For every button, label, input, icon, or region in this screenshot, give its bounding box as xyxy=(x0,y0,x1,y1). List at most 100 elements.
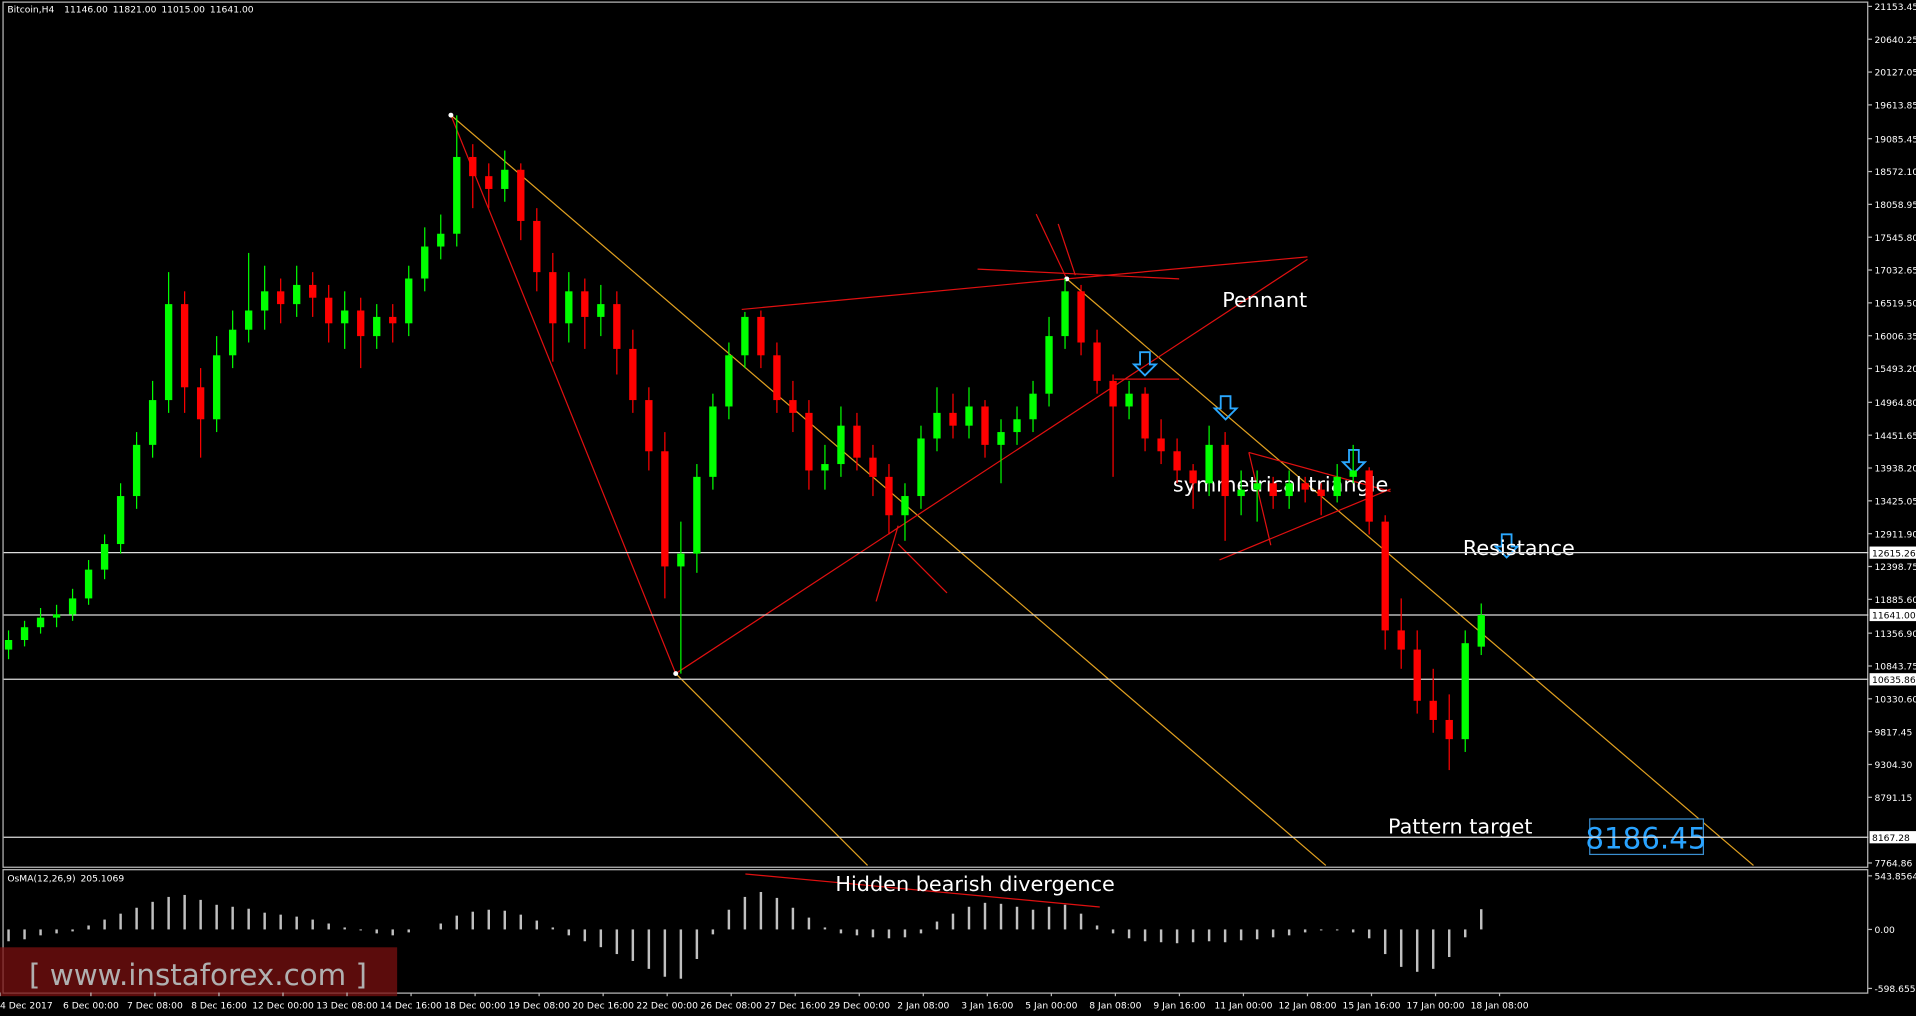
candle-body xyxy=(869,457,877,477)
osc-bar xyxy=(599,929,603,948)
osc-bar xyxy=(871,929,875,938)
y-tick-label: 12398.75 xyxy=(1874,562,1916,573)
h-line-label: 10635.86 xyxy=(1872,675,1916,686)
osc-bar xyxy=(535,920,539,930)
candle-body xyxy=(965,406,973,426)
osc-bar xyxy=(1239,929,1243,941)
osc-bar xyxy=(567,929,571,936)
candle-body xyxy=(293,284,301,305)
x-tick-label: 4 Dec 2017 xyxy=(0,1000,53,1011)
candle-body xyxy=(1205,444,1213,484)
osc-y-tick-label: 543.8564 xyxy=(1874,872,1916,883)
h-line-label-box xyxy=(1869,546,1916,559)
trend-line xyxy=(1219,488,1391,561)
osc-bar xyxy=(1095,925,1099,930)
ohlc-open: 11146.00 xyxy=(64,5,108,16)
candle-body xyxy=(1061,291,1069,337)
arrow-down xyxy=(1493,533,1520,559)
candle-body xyxy=(533,220,541,273)
candle-body xyxy=(325,297,333,324)
osc-bar xyxy=(919,929,923,934)
candle-body xyxy=(1269,483,1277,497)
osc-y-tick-label: -598.6558 xyxy=(1874,984,1916,995)
trend-line xyxy=(675,258,1308,675)
y-tick-label: 10330.60 xyxy=(1874,694,1916,705)
candle-body xyxy=(821,464,829,471)
candle-body xyxy=(1157,438,1165,452)
osc-bar xyxy=(87,925,90,930)
candle-body xyxy=(1221,444,1229,497)
candle-body xyxy=(1397,630,1405,650)
candle-body xyxy=(645,400,653,452)
osc-bar xyxy=(1351,929,1355,933)
osc-bar xyxy=(807,917,811,930)
osc-bar xyxy=(855,929,859,936)
candle-body xyxy=(437,233,445,247)
candle-body xyxy=(933,412,941,439)
trend-line xyxy=(977,268,1180,280)
ohlc-low: 11015.00 xyxy=(161,5,205,16)
osc-bar xyxy=(1303,929,1307,933)
candle-body xyxy=(1189,470,1197,484)
candle-body xyxy=(549,272,557,324)
x-tick-label: 14 Dec 16:00 xyxy=(380,1000,442,1011)
candle-body xyxy=(741,316,749,356)
candle-body xyxy=(757,316,765,356)
candle-body xyxy=(1093,342,1101,381)
y-tick-label: 12911.90 xyxy=(1874,529,1916,540)
candle-body xyxy=(1125,393,1133,407)
osc-bar xyxy=(263,912,266,930)
x-tick-label: 17 Jan 00:00 xyxy=(1407,1000,1465,1011)
osc-bar xyxy=(1015,906,1019,930)
candle-body xyxy=(341,310,349,324)
candle-body xyxy=(228,329,237,356)
x-tick-label: 8 Jan 08:00 xyxy=(1089,1000,1141,1011)
y-tick-label: 13425.05 xyxy=(1874,497,1916,508)
osc-y-tick-label: 0.00 xyxy=(1874,925,1895,936)
osc-bar xyxy=(391,929,394,936)
candle-body xyxy=(52,614,61,618)
x-tick-label: 29 Dec 00:00 xyxy=(828,1000,890,1011)
trend-line xyxy=(875,525,899,602)
x-tick-label: 13 Dec 08:00 xyxy=(316,1000,378,1011)
candle-body xyxy=(4,639,13,650)
y-tick-label: 16006.35 xyxy=(1874,331,1916,342)
osc-bar xyxy=(1175,929,1179,944)
x-tick-label: 11 Jan 00:00 xyxy=(1214,1000,1272,1011)
x-tick-label: 20 Dec 16:00 xyxy=(572,1000,634,1011)
x-tick-label: 19 Dec 08:00 xyxy=(508,1000,570,1011)
candle-body xyxy=(1077,291,1085,343)
x-tick-label: 12 Jan 08:00 xyxy=(1278,1000,1336,1011)
candle-body xyxy=(1301,483,1309,490)
y-tick-label: 13938.20 xyxy=(1874,464,1916,475)
osc-bar xyxy=(439,923,442,930)
osc-bar xyxy=(327,923,330,930)
candle-body xyxy=(84,569,93,599)
osc-bar xyxy=(471,911,474,930)
divergence-line xyxy=(745,873,1100,908)
watermark-box xyxy=(0,947,398,997)
osc-bar xyxy=(135,907,138,930)
osc-bar xyxy=(583,929,587,942)
osc-bar xyxy=(1143,929,1147,942)
candle-body xyxy=(885,476,893,516)
y-tick-label: 17545.80 xyxy=(1874,233,1916,244)
osc-bar xyxy=(679,929,683,979)
candle-body xyxy=(789,400,797,413)
anchor xyxy=(448,112,454,118)
osc-bar xyxy=(823,927,827,930)
y-tick-label: 18058.95 xyxy=(1874,200,1916,211)
candle-body xyxy=(212,355,221,420)
y-tick-label: 21153.45 xyxy=(1874,2,1916,13)
y-tick-label: 11885.60 xyxy=(1874,595,1916,606)
candle-body xyxy=(1477,614,1485,647)
osc-bar xyxy=(1431,929,1435,969)
osc-bar xyxy=(727,909,731,930)
osc-title: OsMA(12,26,9) 205.1069 xyxy=(7,873,124,884)
y-tick-label: 10843.75 xyxy=(1874,662,1916,673)
candle-body xyxy=(949,412,957,426)
osc-bar xyxy=(151,901,154,930)
x-tick-label: 7 Dec 08:00 xyxy=(127,1000,183,1011)
osc-bar xyxy=(55,929,58,934)
x-tick-label: 18 Jan 08:00 xyxy=(1471,1000,1529,1011)
